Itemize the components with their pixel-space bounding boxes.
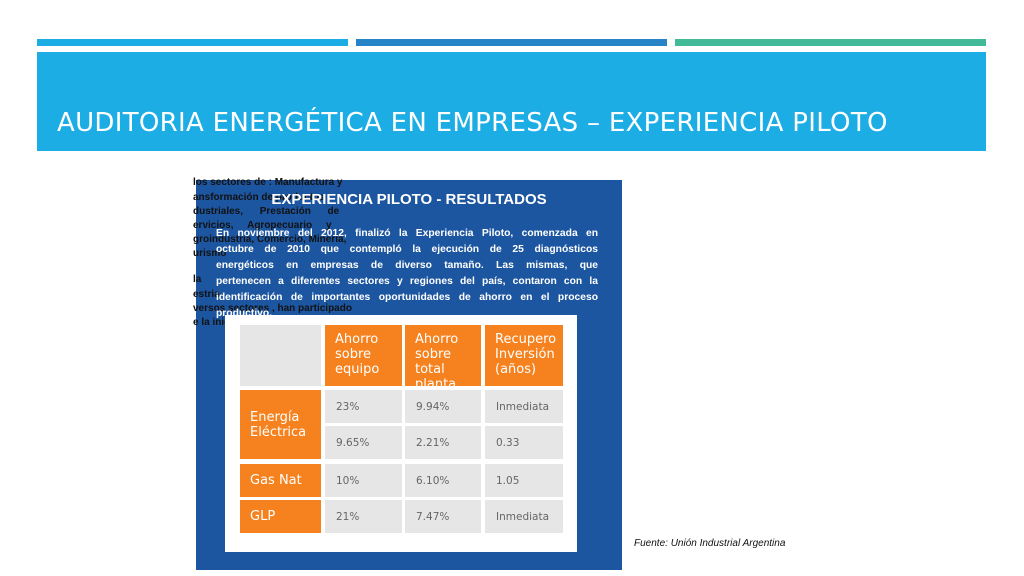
text-line: productivo. bbox=[216, 308, 273, 319]
accent-bar bbox=[356, 39, 667, 46]
header-line: Inversión bbox=[495, 347, 555, 362]
accent-bar bbox=[37, 39, 348, 46]
table-cell: 10% bbox=[325, 464, 402, 497]
text-line: En noviembre del 2012, finalizó la Exper… bbox=[216, 228, 598, 239]
column-header: Ahorro sobre equipo bbox=[325, 325, 402, 386]
text-line: identificación de importantes oportunida… bbox=[216, 292, 598, 303]
column-header: Recupero Inversión (años) bbox=[485, 325, 563, 386]
panel-paragraph: En noviembre del 2012, finalizó la Exper… bbox=[216, 226, 598, 322]
text-line: la bbox=[193, 274, 202, 285]
column-header: Ahorro sobre total planta bbox=[405, 325, 481, 392]
text-line: ervicios, Agropecuario y bbox=[193, 220, 332, 231]
table-cell: Inmediata bbox=[485, 500, 563, 533]
panel-title: EXPERIENCIA PILOTO - RESULTADOS bbox=[271, 191, 547, 208]
slide-title: AUDITORIA ENERGÉTICA EN EMPRESAS – EXPER… bbox=[57, 108, 888, 138]
table-cell: 7.47% bbox=[405, 500, 481, 533]
text-line: energéticos en empresas de diverso tamañ… bbox=[216, 260, 598, 271]
table-cell: 6.10% bbox=[405, 464, 481, 497]
text-line: versos sectores , han participado bbox=[193, 303, 352, 314]
table-cell: Inmediata bbox=[485, 390, 563, 423]
title-band bbox=[37, 52, 986, 151]
label-line: Energía bbox=[250, 409, 300, 425]
label-line: Gas Nat bbox=[250, 473, 302, 488]
table: Ahorro sobre equipo Ahorro sobre total planta… bbox=[225, 315, 577, 552]
text-line: octubre de 2010 que contempló la ejecuci… bbox=[216, 244, 598, 255]
text-line: groindustria, Comercio, Minería, bbox=[193, 234, 347, 245]
text-line: los sectores de : Manufactura y bbox=[193, 177, 343, 188]
row-label: Energía Eléctrica bbox=[240, 390, 321, 459]
table-cell: 1.05 bbox=[485, 464, 563, 497]
header-line: sobre total bbox=[415, 347, 452, 377]
text-line: pertenecen a diferentes sectores y regio… bbox=[216, 276, 598, 287]
overlapping-text: los sectores de : Manufactura y ansformac… bbox=[193, 174, 386, 334]
source-caption: Fuente: Unión Industrial Argentina bbox=[634, 538, 786, 549]
header-line: equipo bbox=[335, 362, 380, 377]
row-label: GLP bbox=[240, 500, 321, 533]
header-line: Ahorro bbox=[335, 332, 379, 347]
corner-cell bbox=[240, 325, 321, 386]
header-line: planta bbox=[415, 377, 457, 392]
table-cell: 2.21% bbox=[405, 426, 481, 459]
accent-bar bbox=[675, 39, 986, 46]
label-line: Eléctrica bbox=[250, 424, 307, 440]
table-cell: 21% bbox=[325, 500, 402, 533]
text-line: urismo bbox=[193, 248, 227, 259]
header-line: Recupero bbox=[495, 332, 557, 347]
label-line: GLP bbox=[250, 509, 276, 524]
table-cell: 23% bbox=[325, 390, 402, 423]
header-line: (años) bbox=[495, 362, 537, 377]
text-line: dustriales, Prestación de bbox=[193, 206, 340, 217]
row-label: Gas Nat bbox=[240, 464, 321, 497]
table-cell: 9.65% bbox=[325, 426, 402, 459]
text-line: estria bbox=[193, 289, 220, 300]
header-line: Ahorro bbox=[415, 332, 459, 347]
table-cell: 9.94% bbox=[405, 390, 481, 423]
header-line: sobre bbox=[335, 347, 372, 362]
table-cell: 0.33 bbox=[485, 426, 563, 459]
text-line: ansformación de productos bbox=[193, 192, 325, 203]
